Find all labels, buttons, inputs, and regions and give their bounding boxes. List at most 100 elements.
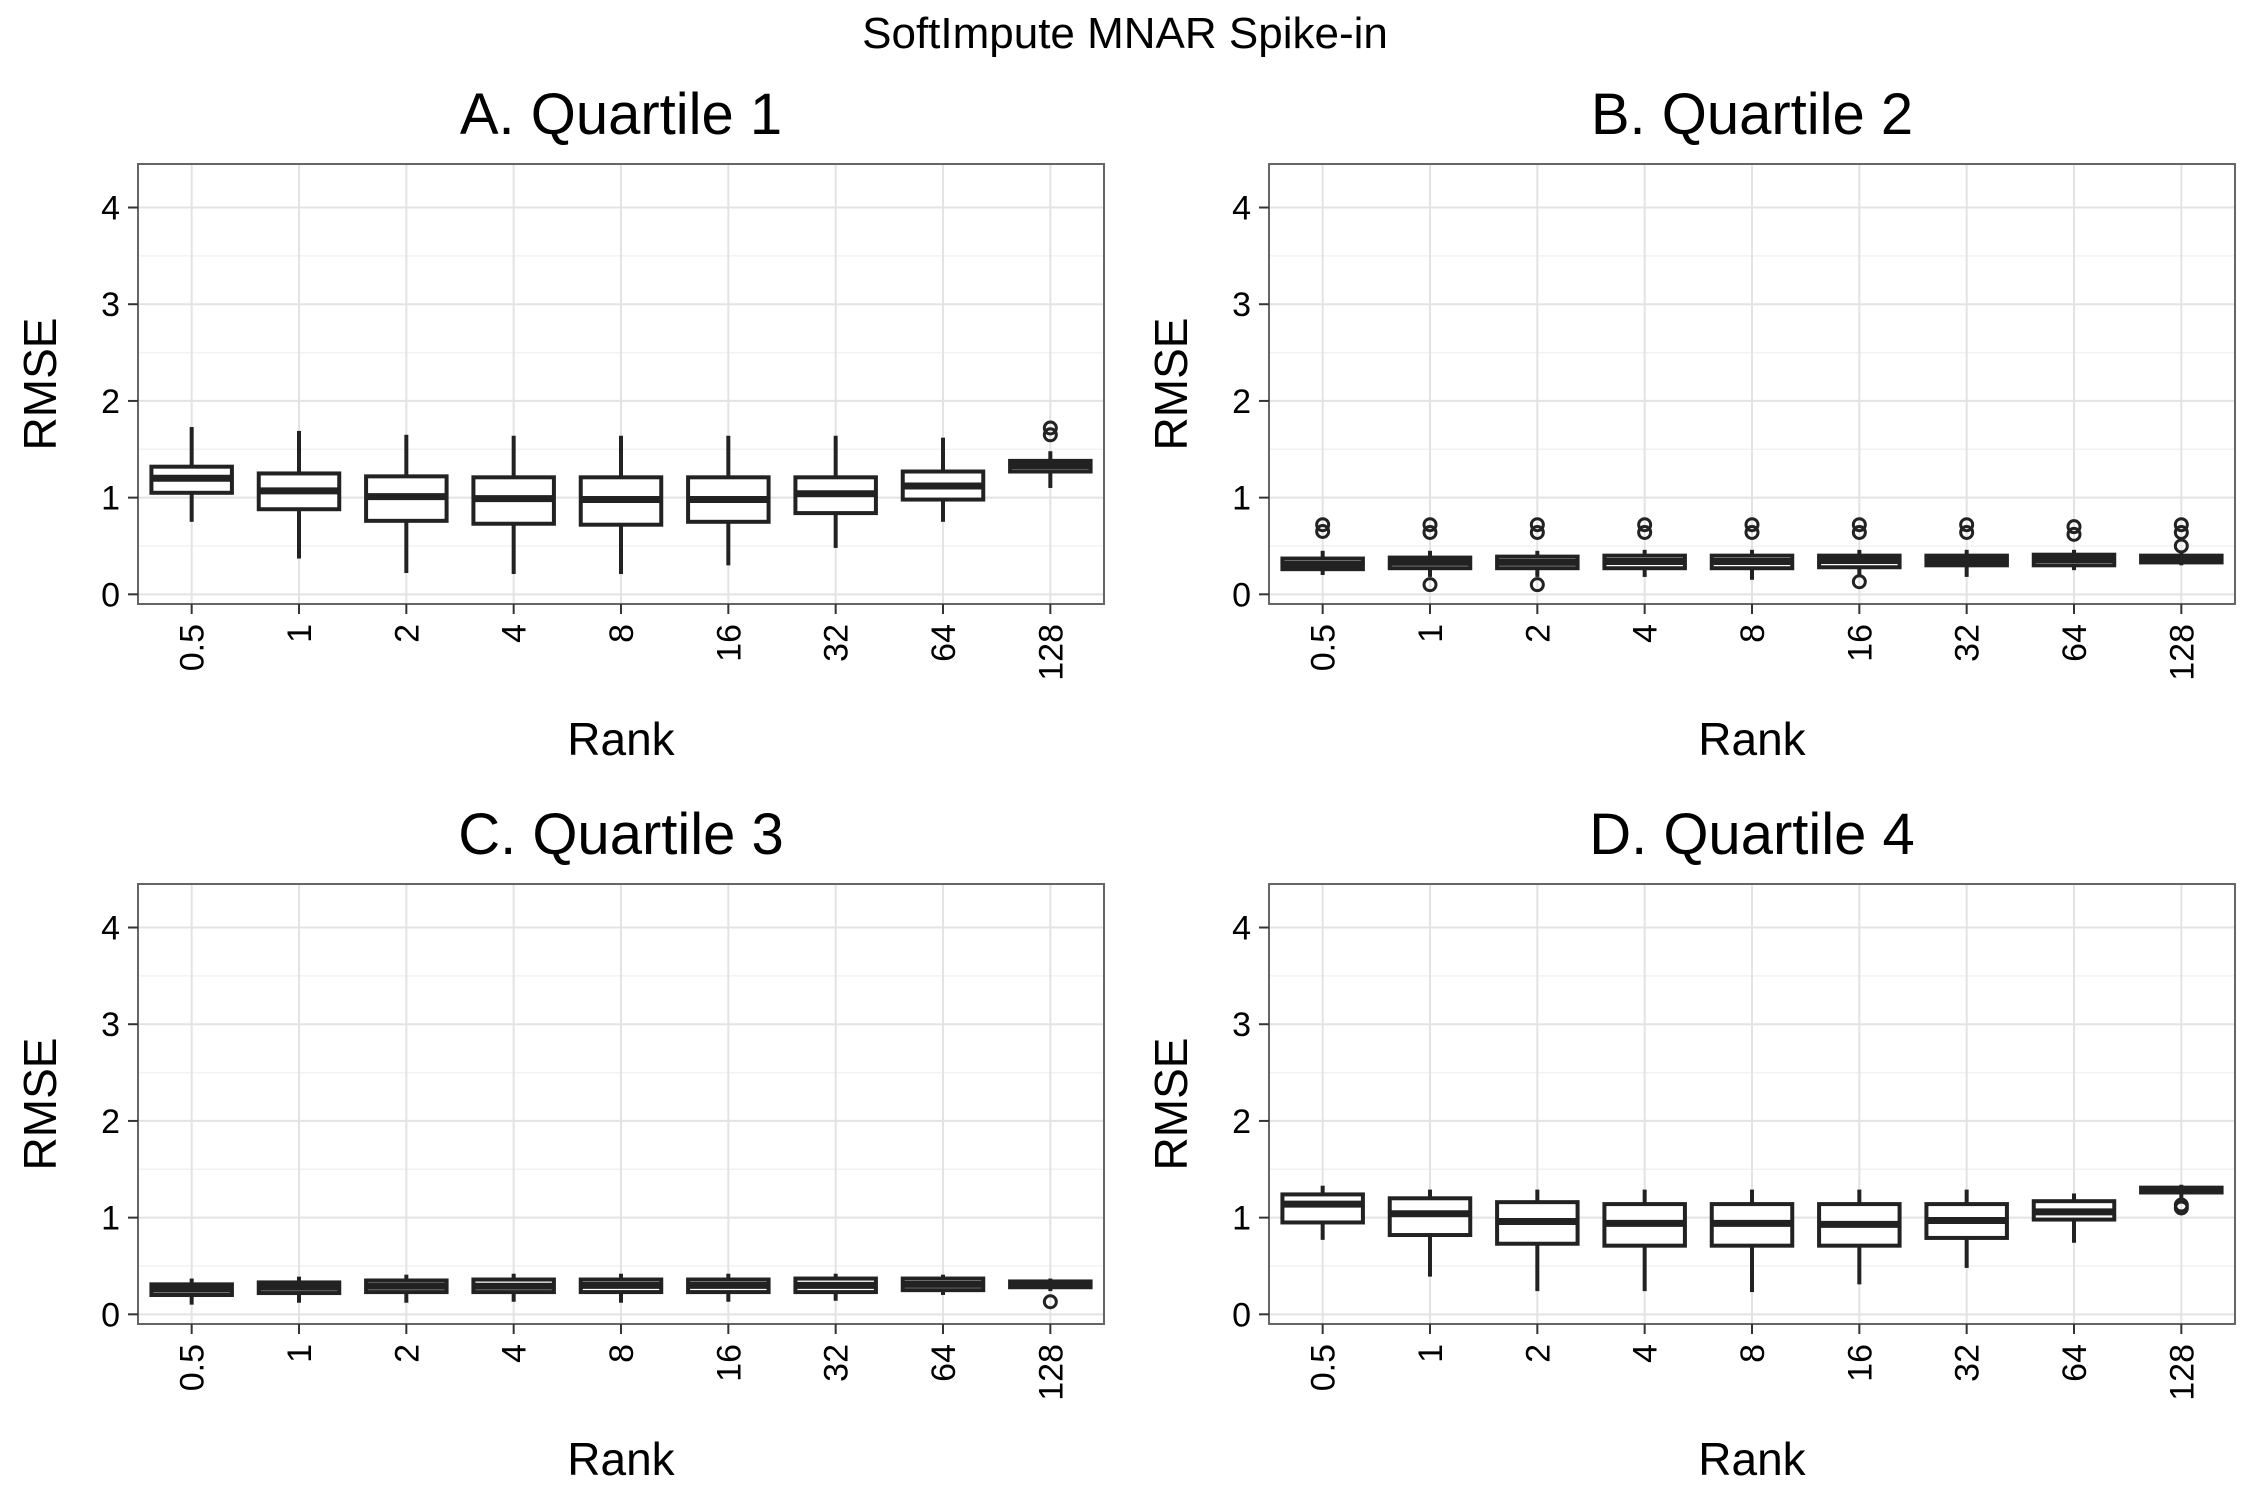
box-0.5 xyxy=(1280,517,1365,575)
x-tick-label: 128 xyxy=(2163,1344,2201,1401)
iqr-box xyxy=(1280,1192,1365,1225)
x-tick-label: 8 xyxy=(603,1344,641,1363)
y-tick-label: 3 xyxy=(1232,1006,1251,1044)
y-tick-label: 1 xyxy=(1232,480,1251,518)
y-axis-label: RMSE xyxy=(14,1038,66,1171)
outlier-point xyxy=(1422,577,1438,593)
box-1 xyxy=(256,1276,342,1303)
box-16 xyxy=(1817,517,1902,590)
x-tick-label: 4 xyxy=(496,1344,534,1363)
x-tick-label: 2 xyxy=(388,1344,426,1363)
box-128 xyxy=(2139,1184,2224,1216)
x-axis-label: Rank xyxy=(1698,1433,1806,1485)
x-tick-label: 1 xyxy=(281,1344,319,1363)
panel-title: A. Quartile 1 xyxy=(460,82,782,147)
box-1 xyxy=(1387,517,1473,593)
x-tick-label: 1 xyxy=(1412,1344,1450,1363)
x-tick-label: 1 xyxy=(1412,624,1450,643)
box-1 xyxy=(1387,1189,1473,1277)
y-tick-label: 4 xyxy=(101,190,120,228)
panel-title: D. Quartile 4 xyxy=(1589,802,1915,867)
box-64 xyxy=(2031,1193,2117,1243)
x-tick-label: 32 xyxy=(1949,1344,1987,1382)
box-2 xyxy=(364,434,449,574)
outlier-point xyxy=(2173,517,2189,533)
x-tick-label: 64 xyxy=(925,624,963,662)
outlier-point xyxy=(1422,524,1438,540)
outlier-point xyxy=(1851,517,1867,533)
outlier-point xyxy=(1744,524,1760,540)
x-tick-label: 0.5 xyxy=(174,1344,212,1391)
outlier-point xyxy=(1959,517,1975,533)
outlier-point xyxy=(1042,427,1058,443)
outlier-point xyxy=(1959,524,1975,540)
panel-3: C. Quartile 3 0 1 2 3 4 0.5 1 2 4 8 16 32 64 128 Rank RM… xyxy=(14,802,1105,1485)
x-tick-label: 4 xyxy=(1627,624,1665,643)
box-2 xyxy=(1495,517,1580,593)
box-8 xyxy=(1709,517,1795,580)
box-16 xyxy=(686,435,771,566)
outlier-point xyxy=(1637,517,1653,533)
x-axis-label: Rank xyxy=(567,1433,675,1485)
box-32 xyxy=(793,435,878,548)
panel-1: A. Quartile 1 0 1 2 3 4 0.5 1 2 4 8 16 32 64 128 Rank RM… xyxy=(14,82,1105,765)
x-tick-label: 128 xyxy=(1032,1344,1070,1401)
outlier-point xyxy=(2173,1197,2189,1213)
y-tick-label: 1 xyxy=(1232,1200,1251,1238)
outlier-point xyxy=(1529,517,1545,533)
y-axis-label: RMSE xyxy=(1145,318,1197,451)
box-0.5 xyxy=(149,427,234,522)
x-tick-label: 16 xyxy=(710,1344,748,1382)
x-tick-label: 8 xyxy=(1734,1344,1772,1363)
y-tick-label: 4 xyxy=(101,910,120,948)
y-tick-label: 1 xyxy=(101,1200,120,1238)
y-tick-label: 3 xyxy=(101,286,120,324)
x-axis-label: Rank xyxy=(1698,713,1806,765)
box-128 xyxy=(2139,517,2224,566)
box-16 xyxy=(686,1273,771,1302)
outlier-point xyxy=(1851,524,1867,540)
box-128 xyxy=(1008,1278,1093,1310)
box-8 xyxy=(1709,1189,1795,1293)
outlier-point xyxy=(2173,538,2189,554)
outlier-point xyxy=(2173,524,2189,540)
outlier-point xyxy=(1529,524,1545,540)
box-32 xyxy=(793,1273,878,1301)
y-tick-label: 4 xyxy=(1232,190,1251,228)
outlier-point xyxy=(1637,524,1653,540)
y-tick-label: 0 xyxy=(101,576,120,614)
box-2 xyxy=(1495,1189,1580,1292)
x-tick-label: 8 xyxy=(603,624,641,643)
box-8 xyxy=(578,1273,664,1303)
x-tick-label: 32 xyxy=(818,624,856,662)
x-tick-label: 4 xyxy=(496,624,534,643)
x-tick-label: 32 xyxy=(1949,624,1987,662)
x-axis-label: Rank xyxy=(567,713,675,765)
y-tick-label: 0 xyxy=(1232,1296,1251,1334)
box-4 xyxy=(1602,517,1687,577)
y-tick-label: 3 xyxy=(1232,286,1251,324)
panel-4: D. Quartile 4 0 1 2 3 4 0.5 1 2 4 8 16 32 64 128 Rank RM… xyxy=(1145,802,2236,1485)
x-tick-label: 0.5 xyxy=(1305,1344,1343,1391)
x-tick-label: 32 xyxy=(818,1344,856,1382)
box-64 xyxy=(2031,519,2117,571)
box-64 xyxy=(900,1274,986,1295)
outlier-point xyxy=(1042,1294,1058,1310)
x-tick-label: 128 xyxy=(1032,624,1070,681)
box-4 xyxy=(471,435,556,575)
x-tick-label: 2 xyxy=(1519,1344,1557,1363)
y-tick-label: 2 xyxy=(1232,383,1251,421)
x-tick-label: 64 xyxy=(925,1344,963,1382)
x-tick-label: 16 xyxy=(1841,1344,1879,1382)
x-tick-label: 8 xyxy=(1734,624,1772,643)
box-32 xyxy=(1924,1189,2009,1268)
x-tick-label: 16 xyxy=(1841,624,1879,662)
panel-title: B. Quartile 2 xyxy=(1591,82,1913,147)
outlier-point xyxy=(2066,526,2082,542)
outlier-point xyxy=(1529,577,1545,593)
y-tick-label: 2 xyxy=(101,1103,120,1141)
outlier-point xyxy=(1744,517,1760,533)
x-tick-label: 0.5 xyxy=(174,624,212,671)
